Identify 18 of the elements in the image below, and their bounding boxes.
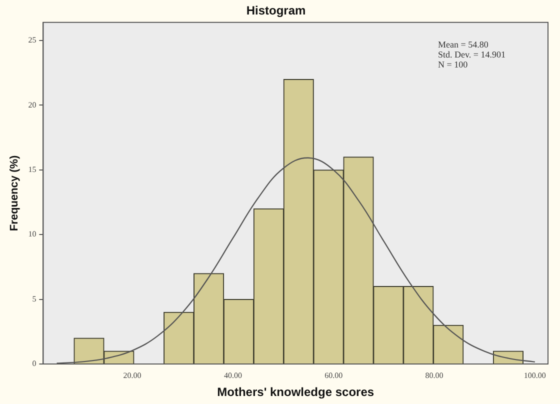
y-axis-title: Frequency (%) (8, 154, 21, 232)
x-axis-title: Mothers' knowledge scores (217, 385, 374, 400)
y-tick-label: 25 (28, 36, 36, 45)
y-tick-label: 10 (28, 230, 36, 239)
chart-title: Histogram (246, 4, 306, 18)
annotation: Mean = 54.80 (438, 39, 489, 50)
x-tick-label: 60.00 (324, 370, 343, 380)
y-tick-label: 5 (32, 294, 36, 304)
y-tick-label: 20 (28, 100, 36, 110)
x-tick-label: 100.00 (524, 370, 546, 380)
annotation: Std. Dev. = 14.901 (438, 49, 506, 60)
x-tick-label: 40.00 (224, 370, 242, 380)
line-series (56, 157, 536, 364)
y-tick-label: 15 (28, 165, 36, 174)
x-tick-label: 20.00 (123, 370, 142, 380)
annotation: N = 100 (438, 59, 468, 70)
y-tick-label: 0 (32, 359, 36, 368)
x-tick-label: 80.00 (425, 370, 444, 380)
